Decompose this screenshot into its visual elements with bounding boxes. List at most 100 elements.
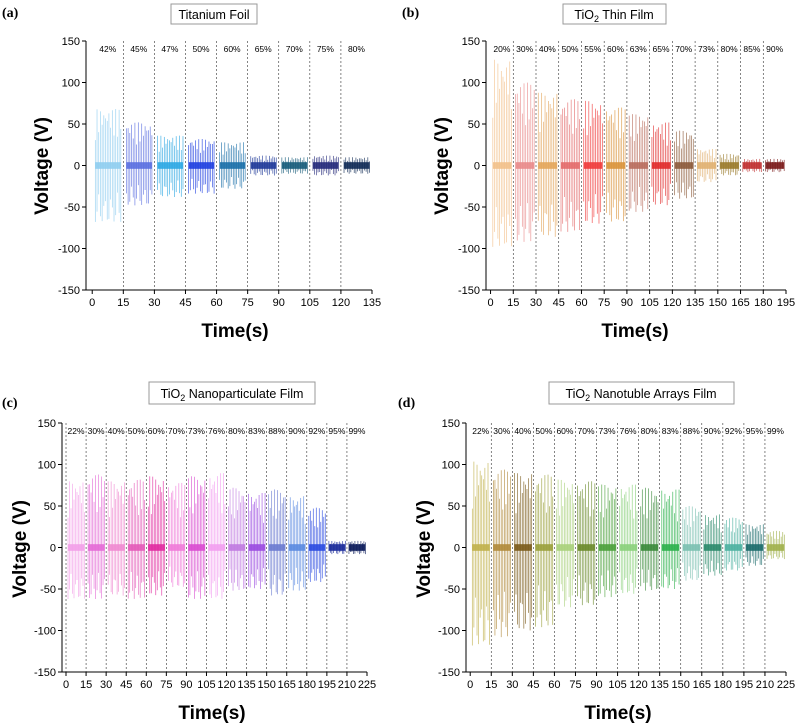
panel-a-baseline-band [95,162,121,169]
title-box [562,3,667,25]
panel-d-segment-73% [598,484,617,598]
panel-a-x-tick-label: 105 [301,297,319,309]
panel-c-y-tick-label: 150 [38,418,56,430]
panel-c-segment-80% [228,487,246,591]
panel-d-x-tick-label: 0 [467,679,473,691]
x-axis-label: Time(s) [201,321,268,342]
panel-b-segment-80% [719,153,740,176]
panel-d-y-tick-label: -150 [438,667,460,679]
panel-d-x-tick-label: 30 [506,679,518,691]
panel-d-segment-label: 90% [704,426,721,436]
panel-d-baseline-band [535,544,553,551]
panel-a-x-tick-label: 0 [89,297,95,309]
panel-b-segment-label: 40% [539,44,556,54]
panel-d-baseline-band [724,544,743,551]
panel-c-segment-73% [188,476,206,599]
panel-d-baseline-band [493,544,511,551]
panel-d-x-tick-label: 120 [629,679,647,691]
panel-a-segment-label: 70% [286,44,303,54]
panel-a-baseline-band [157,162,183,169]
panel-d-segment-60% [556,479,575,608]
panel-b-segment-label: 80% [721,44,738,54]
panel-b-baseline-band [720,162,739,169]
panel-c-segment-label: 88% [268,426,285,436]
panel-a-x-tick-label: 45 [179,297,191,309]
panel-a-y-tick-label: -50 [64,202,80,214]
panel-c-segment-label: 50% [128,426,145,436]
panel-b-baseline-band [606,162,626,169]
panel-d-x-tick-label: 225 [777,679,795,691]
panel-d-segment-label: 60% [556,426,573,436]
panel-b-segment-73% [697,148,717,183]
panel-c-segment-label: 80% [228,426,245,436]
panel-b-y-tick-label: 150 [462,36,480,48]
panel-d-segment-40% [514,473,533,631]
panel-a-segment-label: 60% [224,44,241,54]
panel-c-segment-92% [308,507,326,583]
panel-b-segment-label: 55% [584,44,601,54]
x-axis-label: Time(s) [178,703,245,724]
panel-c-x-tick-label: 210 [338,679,356,691]
panel-d-baseline-band [703,544,722,551]
panel-d-segment-83% [661,489,680,589]
panel-b-x-tick-label: 120 [663,297,681,309]
panel-b-baseline-band [742,162,762,169]
title-box [548,381,735,405]
panel-c-segment-label: 40% [108,426,125,436]
panel-c-baseline-band [88,544,105,551]
panel-c-segment-88% [268,489,286,596]
panel-label: (d) [398,396,415,411]
panel-c-segment-label: 30% [88,426,105,436]
panel-c-baseline-band [208,544,225,551]
panel-c-y-tick-label: -150 [34,667,56,679]
panel-a-x-tick-label: 135 [363,297,381,309]
panel-c-x-tick-label: 90 [180,679,192,691]
panel-b-segment-60% [606,107,626,222]
panel-d-x-tick-label: 105 [608,679,626,691]
panel-a-baseline-band [312,162,339,169]
panel-c-baseline-band [68,544,85,551]
panel-d-segment-label: 22% [472,426,489,436]
panel-d-segment-92% [724,517,743,571]
panel-label: (c) [2,396,18,411]
panel-b-baseline-band [674,162,694,169]
panel-a-segment-label: 80% [348,44,365,54]
panel-b-segment-label: 73% [698,44,715,54]
panel-d-x-tick-label: 90 [590,679,602,691]
panel-c-segment-95% [328,540,346,555]
panel-c-x-tick-label: 75 [160,679,172,691]
panel-d-baseline-band [556,544,574,551]
panel-a-segment-70% [281,157,308,174]
panel-d-baseline-band [598,544,616,551]
panel-c-segment-30% [87,474,105,599]
panel-c-segment-99% [348,540,366,555]
panel-b-y-tick-label: 50 [468,119,480,131]
panel-c-x-tick-label: 180 [298,679,316,691]
panel-c-segment-label: 73% [188,426,205,436]
panel-c-x-tick-label: 15 [80,679,92,691]
panel-c-y-tick-label: 100 [38,460,56,472]
panel-d-baseline-band [746,544,764,551]
panel-a: (a) Titanium Foil Voltage (V) Time(s) -1… [2,3,381,342]
panel-d-segment-76% [619,484,638,594]
panel-b-segment-label: 63% [630,44,647,54]
panel-d-segment-80% [640,487,659,591]
panel-d-segment-label: 70% [577,426,594,436]
panel-a-y-tick-label: 50 [68,119,80,131]
panel-c-x-tick-label: 0 [63,679,69,691]
panel-a-x-tick-label: 75 [242,297,254,309]
panel-d-segment-90% [703,514,722,576]
panel-d-segment-label: 30% [493,426,510,436]
panel-a-segment-label: 47% [161,44,178,54]
panel-d-x-tick-label: 195 [735,679,753,691]
panel-c-y-tick-label: -100 [34,626,56,638]
panel-b-baseline-band [697,162,716,169]
panel-d-y-tick-label: -50 [444,584,460,596]
panel-b-segment-63% [628,114,649,212]
panel-c-x-tick-label: 150 [257,679,275,691]
panel-b: (b) TiO2 Thin Film Voltage (V) Time(s) -… [402,3,795,342]
panel-a-segment-60% [219,142,246,189]
panel-b-x-tick-label: 180 [754,297,772,309]
panel-label: (a) [2,6,19,21]
panel-d-x-tick-label: 135 [651,679,669,691]
